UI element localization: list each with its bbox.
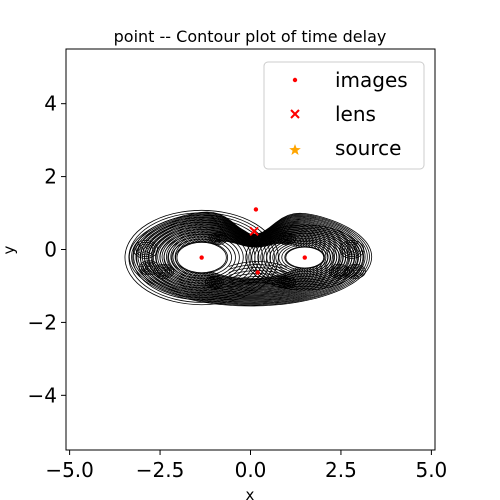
contour-line [257, 231, 353, 284]
contour-line [228, 279, 287, 285]
legend-images-label: images [335, 68, 408, 92]
chart-title: point -- Contour plot of time delay [114, 27, 387, 46]
contour-line [171, 238, 232, 277]
contour-line [175, 241, 229, 274]
contour-line [228, 282, 287, 288]
image-point [253, 207, 259, 212]
contour-line [141, 217, 360, 302]
contour-line [353, 269, 358, 274]
contour-line [269, 237, 341, 278]
contour-line [163, 233, 240, 282]
contour-line [280, 234, 293, 243]
contour-line [137, 243, 154, 256]
contour-line [260, 232, 350, 283]
y-tick-label: −4 [28, 383, 57, 407]
contour-line [131, 212, 370, 306]
x-tick-label: 0.0 [235, 458, 267, 482]
contour-line [124, 209, 279, 306]
contour-line [275, 241, 335, 274]
legend-source-label: source [335, 136, 401, 160]
contour-line [263, 234, 347, 281]
contour-line [208, 232, 228, 245]
contour-line [245, 224, 365, 291]
contour-line [284, 246, 326, 269]
contour-line [144, 221, 260, 294]
contour-line [228, 264, 287, 270]
contour-line [133, 213, 368, 305]
contour-line [228, 261, 287, 267]
lens-marker [249, 226, 259, 236]
y-axis: −4 −2 0 2 4 [28, 92, 66, 407]
contour-lines [124, 209, 373, 307]
contour-line [254, 229, 356, 286]
contour-line [140, 219, 264, 296]
x-tick-label: 5.0 [415, 458, 447, 482]
y-tick-label: −2 [28, 310, 57, 334]
contour-line [334, 268, 344, 275]
contour-line [135, 214, 366, 304]
y-tick-label: 2 [44, 165, 57, 189]
contour-line [128, 211, 373, 307]
legend: images lens source [263, 61, 425, 170]
contour-line [159, 231, 244, 284]
contour-line [272, 239, 338, 276]
contour-line [266, 236, 344, 279]
contour-line [155, 229, 248, 286]
x-tick-label: −5.0 [45, 458, 94, 482]
x-tick-label: −2.5 [136, 458, 185, 482]
contour-line [346, 245, 357, 254]
contour-line [128, 212, 275, 303]
legend-lens-marker [290, 109, 300, 119]
image-points [199, 207, 307, 275]
y-axis-label: y [0, 245, 18, 254]
contour-line [228, 276, 287, 282]
contour-line [155, 222, 346, 296]
contour-line [251, 227, 359, 288]
contour-line [151, 226, 252, 289]
legend-lens-label: lens [335, 102, 376, 126]
contour-line [150, 220, 351, 298]
contour-line [167, 236, 236, 279]
x-tick-label: 2.5 [325, 458, 357, 482]
y-tick-label: 0 [44, 238, 57, 262]
image-point [199, 255, 204, 260]
contour-line [345, 263, 366, 279]
contour-line [281, 244, 329, 271]
y-tick-label: 4 [44, 92, 57, 116]
x-axis-label: x [246, 486, 255, 500]
contour-line [248, 226, 362, 289]
contour-line [148, 219, 353, 299]
image-point [302, 255, 307, 260]
image-point [255, 270, 260, 275]
contour-line [132, 214, 271, 301]
contour-line [153, 263, 175, 279]
contour-line [140, 245, 151, 254]
contour-line [278, 242, 332, 273]
x-axis: −5.0 −2.5 0.0 2.5 5.0 [45, 450, 447, 482]
legend-box [263, 61, 425, 170]
contour-line [208, 278, 221, 287]
legend-images-marker [292, 77, 298, 83]
legend-source-marker [289, 144, 301, 155]
contour-line [228, 267, 287, 273]
